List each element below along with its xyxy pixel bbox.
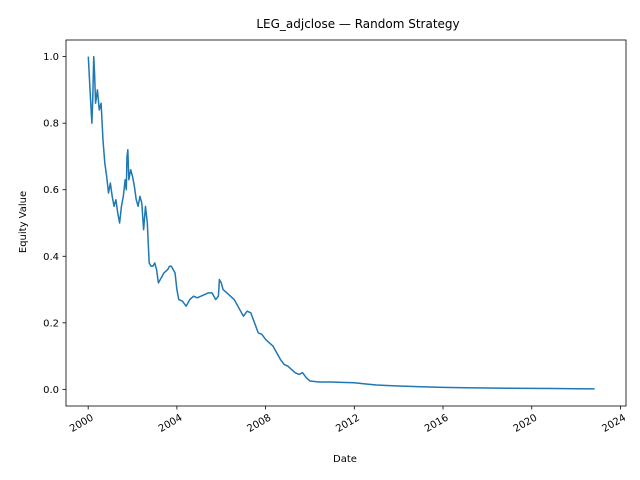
series-line-0 [87,55,595,390]
series-layer [87,55,595,390]
axes-frame [65,39,627,407]
y-tick-label-0: 0.0 [43,385,59,396]
y-tick-label-1: 0.2 [43,318,59,329]
x-axis-title: Date [333,454,357,465]
y-tick-label-5: 1.0 [43,52,59,63]
y-tick-label-3: 0.6 [43,185,59,196]
y-tick-label-2: 0.4 [43,252,59,263]
y-tick-label-4: 0.8 [43,119,59,130]
y-axis-title: Equity Value [18,191,29,253]
chart-title: LEG_adjclose — Random Strategy [256,17,459,31]
